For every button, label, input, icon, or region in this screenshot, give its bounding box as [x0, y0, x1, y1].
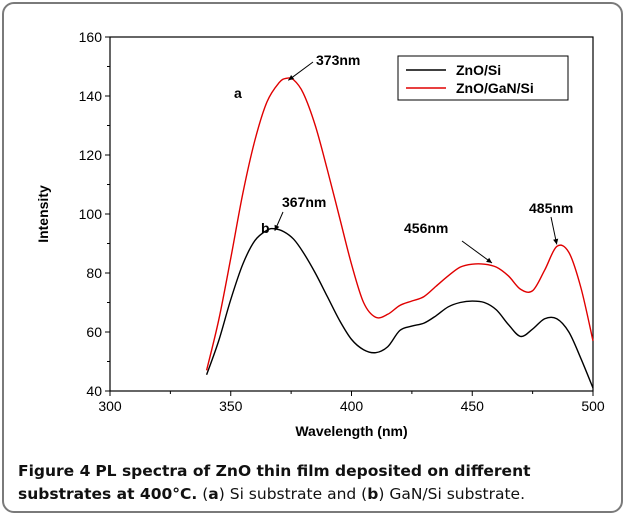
chart: 300 350 400 450 500 40 60 80 100 120 140 160 Wavelen… [35, 29, 605, 439]
figure-caption: Figure 4 PL spectra of ZnO thin film dep… [18, 460, 618, 506]
x-tick-label: 400 [340, 398, 364, 414]
annotation-456nm-arrow [461, 240, 493, 264]
legend-label: ZnO/GaN/Si [456, 80, 534, 96]
caption-open: ( [202, 485, 209, 503]
y-tick-label: 100 [79, 206, 103, 222]
y-axis-label: Intensity [35, 185, 51, 243]
caption-letter-a: a [208, 485, 219, 503]
y-tick-label: 40 [86, 383, 102, 399]
caption-letter-b: b [367, 485, 379, 503]
y-tick-label: 80 [86, 265, 102, 281]
x-tick-label: 350 [219, 398, 243, 414]
y-tick-label: 160 [79, 29, 103, 45]
annotation-367nm: 367nm [282, 194, 326, 210]
series-line-zno-si [205, 227, 594, 389]
y-tick-label: 60 [86, 324, 102, 340]
annotation-373nm: 373nm [316, 52, 360, 68]
annotation-485nm: 485nm [529, 200, 573, 216]
caption-title: PL spectra of ZnO thin film deposited on… [18, 462, 531, 503]
annotation-367nm-arrow-head [274, 224, 280, 231]
x-tick-label: 500 [581, 398, 605, 414]
annotation-373nm-arrow-head [288, 74, 295, 81]
legend-label: ZnO/Si [456, 62, 501, 78]
x-tick-label: 450 [461, 398, 485, 414]
curve-label-b: b [261, 220, 270, 236]
legend-box [397, 55, 569, 101]
annotation-485nm-arrow-head [553, 238, 559, 245]
caption-part-b: ) GaN/Si substrate. [378, 485, 526, 503]
x-axis-label: Wavelength (nm) [295, 423, 407, 439]
caption-label: Figure 4 [18, 462, 91, 480]
x-tick-label: 300 [98, 398, 122, 414]
y-tick-label: 140 [79, 88, 103, 104]
caption-part-a: ) Si substrate and ( [218, 485, 368, 503]
annotation-456nm-arrow-head [486, 257, 492, 263]
series-line-zno-gan-si [205, 77, 594, 371]
y-tick-label: 120 [79, 147, 103, 163]
curve-label-a: a [234, 85, 242, 101]
annotation-456nm: 456nm [404, 220, 448, 236]
